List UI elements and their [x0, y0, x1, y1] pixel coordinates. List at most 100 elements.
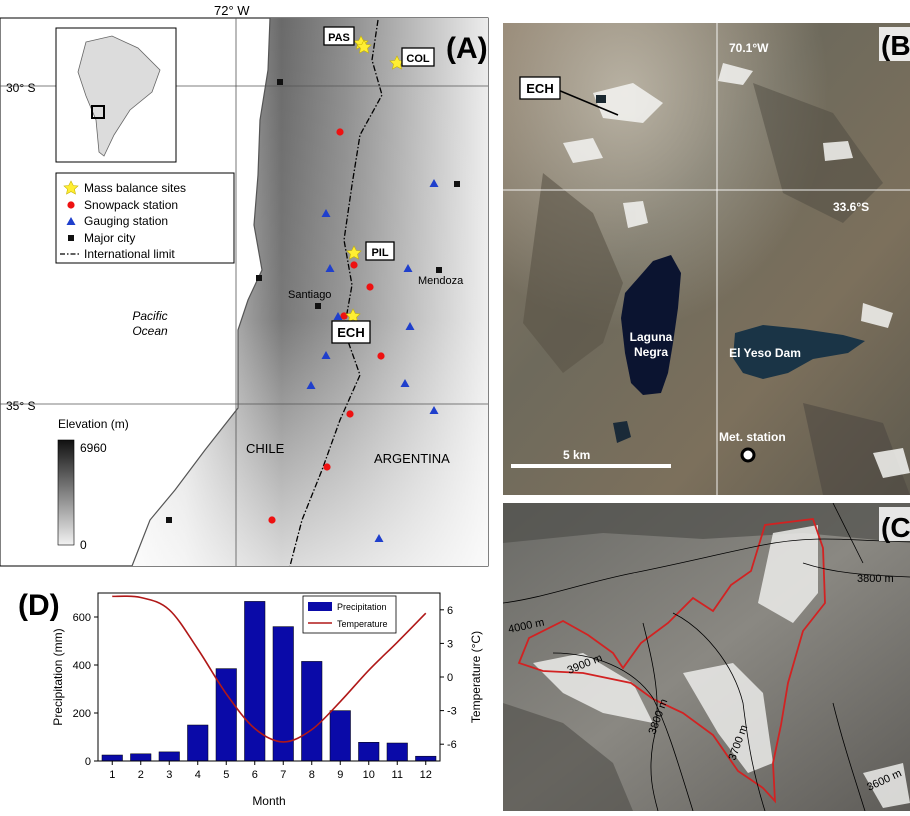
site-label-col: COL — [406, 53, 430, 65]
snowpack-station — [346, 410, 354, 418]
snowpack-station — [366, 283, 374, 291]
legend-label-city: Major city — [84, 231, 135, 245]
precipitation-bar — [244, 601, 266, 762]
contour-3700 — [672, 612, 766, 812]
inset-study-area-box — [91, 105, 105, 119]
met-station-marker — [740, 447, 756, 463]
y-tick-label-right: -3 — [447, 706, 457, 718]
contour-line — [832, 502, 864, 564]
el-yeso-dam-label: El Yeso Dam — [729, 346, 801, 360]
x-tick-label: 2 — [138, 769, 144, 781]
lon-label: 70.1°W — [729, 41, 769, 55]
precipitation-bars — [101, 601, 437, 762]
panel-b-letter: (B — [881, 30, 910, 61]
y-tick-label-left: 600 — [73, 612, 91, 624]
y-axis-label-left: Precipitation (mm) — [51, 628, 65, 725]
precipitation-bar — [386, 742, 408, 762]
glacier-view: 3800 m 4000 m 3900 m 3800 m 3700 m 3600 … — [502, 502, 910, 812]
legend-square-icon — [68, 235, 74, 241]
snow-patch — [563, 138, 603, 163]
city-marker — [256, 275, 262, 281]
santiago-label: Santiago — [288, 289, 331, 301]
gauging-station — [306, 381, 316, 389]
x-tick-label: 10 — [363, 769, 375, 781]
site-label-box-pas — [323, 26, 355, 46]
scale-bar-label: 5 km — [563, 448, 590, 462]
relief-fade — [132, 18, 488, 566]
contour-label: 3800 m — [857, 573, 894, 585]
ech-label: ECH — [526, 81, 553, 96]
legend-frame — [55, 172, 235, 264]
lat-35-label: 35° S — [6, 399, 35, 413]
terrain-shadow — [753, 83, 883, 223]
snow-patch — [861, 303, 893, 328]
gauging-station — [333, 312, 343, 320]
panel-d-letter: (D) — [18, 589, 60, 622]
contour-3600 — [832, 702, 866, 812]
contour-3900 — [552, 652, 694, 812]
x-tick-label: 8 — [309, 769, 315, 781]
coastline — [131, 17, 271, 567]
terrain-shadow — [523, 173, 623, 373]
satellite-image: ECH 70.1°W 33.6°S Laguna Negra El Yeso D… — [503, 23, 910, 495]
site-label-box-pil — [365, 241, 395, 261]
laguna-negra-lake — [621, 255, 681, 395]
city-marker — [277, 79, 283, 85]
contour-lines — [502, 502, 910, 812]
gauging-station — [400, 379, 410, 387]
ocean-label-line2: Ocean — [132, 324, 168, 338]
snow-patches — [563, 63, 910, 478]
snow-patch — [823, 141, 853, 161]
precipitation-bar — [358, 742, 380, 762]
precipitation-bar — [101, 754, 123, 762]
snowpack-station — [350, 261, 358, 269]
gauging-station — [403, 264, 413, 272]
legend-star-icon — [63, 180, 79, 195]
y-tick-label-left: 0 — [85, 756, 91, 768]
elevation-min-label: 0 — [80, 538, 87, 552]
gauging-station — [374, 534, 384, 542]
glacier-snow — [533, 525, 910, 808]
x-tick-label: 1 — [109, 769, 115, 781]
laguna-negra-label-line2: Negra — [634, 345, 668, 359]
temperature-line — [112, 595, 427, 743]
site-label-pil: PIL — [371, 247, 388, 259]
chile-label: CHILE — [246, 441, 285, 456]
site-label-pas: PAS — [328, 32, 350, 44]
lon-label: 72° W — [214, 3, 250, 18]
x-tick-label: 3 — [166, 769, 172, 781]
snowpack-station — [336, 128, 344, 136]
gauging-station — [321, 209, 331, 217]
lat-30-label: 30° S — [6, 81, 35, 95]
ech-leader-line — [557, 89, 619, 116]
snow-field — [758, 525, 818, 623]
ech-label-box — [519, 76, 561, 100]
glacier-outline — [517, 518, 826, 804]
x-tick-label: 6 — [252, 769, 258, 781]
panel-c-letter-bg — [879, 507, 910, 541]
panel-b: ECH 70.1°W 33.6°S Laguna Negra El Yeso D… — [503, 23, 910, 495]
snow-field — [863, 763, 910, 808]
small-lake — [613, 421, 631, 443]
x-tick-label: 7 — [280, 769, 286, 781]
gauging-station — [405, 322, 415, 330]
x-tick-label: 9 — [337, 769, 343, 781]
legend-label-mass-balance: Mass balance sites — [84, 181, 186, 195]
legend-label-snowpack: Snowpack station — [84, 198, 178, 212]
laguna-negra-label-line1: Laguna — [630, 330, 673, 344]
mendoza-label: Mendoza — [418, 275, 464, 287]
x-tick-label: 11 — [392, 769, 403, 781]
snow-patch — [873, 448, 910, 478]
small-lake — [596, 95, 606, 103]
snowpack-station — [268, 516, 276, 524]
ocean-label-line1: Pacific — [132, 309, 167, 323]
y-tick-label-right: 6 — [447, 605, 453, 617]
site-label-box-ech — [331, 320, 371, 344]
panel-a-letter: (A) — [446, 32, 488, 65]
site-marker-ech — [345, 308, 361, 323]
precipitation-bar — [158, 751, 180, 762]
site-marker-pil — [346, 245, 362, 260]
legend-label-limit: International limit — [84, 247, 175, 261]
precipitation-bar — [415, 755, 437, 762]
y-tick-label-left: 400 — [73, 660, 91, 672]
